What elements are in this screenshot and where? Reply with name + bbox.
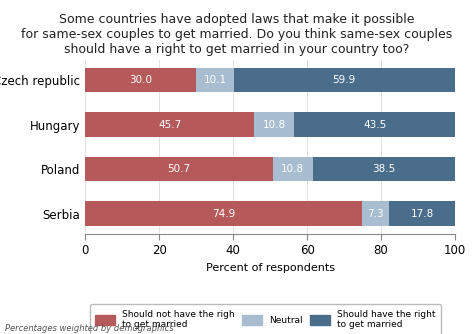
Legend: Should not have the righ
to get married, Neutral, Should have the right
to get m: Should not have the righ to get married,… [90,304,441,334]
Text: 50.7: 50.7 [167,164,191,174]
Bar [196,68,234,93]
Bar [234,68,455,93]
Text: 74.9: 74.9 [212,209,236,219]
Text: 10.1: 10.1 [203,75,227,85]
Bar [273,157,313,181]
Text: 10.8: 10.8 [263,120,286,130]
Bar [85,68,196,93]
Text: 38.5: 38.5 [372,164,395,174]
Text: 17.8: 17.8 [410,209,434,219]
Text: Some countries have adopted laws that make it possible
for same-sex couples to g: Some countries have adopted laws that ma… [21,13,453,56]
Text: 7.3: 7.3 [367,209,384,219]
Text: 59.9: 59.9 [333,75,356,85]
Text: 10.8: 10.8 [281,164,304,174]
Bar [254,113,294,137]
Bar [389,201,455,226]
Text: 43.5: 43.5 [363,120,386,130]
Bar [85,201,362,226]
Bar [85,157,273,181]
Bar [362,201,389,226]
Bar [294,113,455,137]
Bar [313,157,455,181]
Text: Percentages weighted by demographics: Percentages weighted by demographics [5,324,173,333]
Text: 45.7: 45.7 [158,120,182,130]
X-axis label: Percent of respondents: Percent of respondents [206,263,335,273]
Bar [85,113,254,137]
Text: 30.0: 30.0 [129,75,152,85]
